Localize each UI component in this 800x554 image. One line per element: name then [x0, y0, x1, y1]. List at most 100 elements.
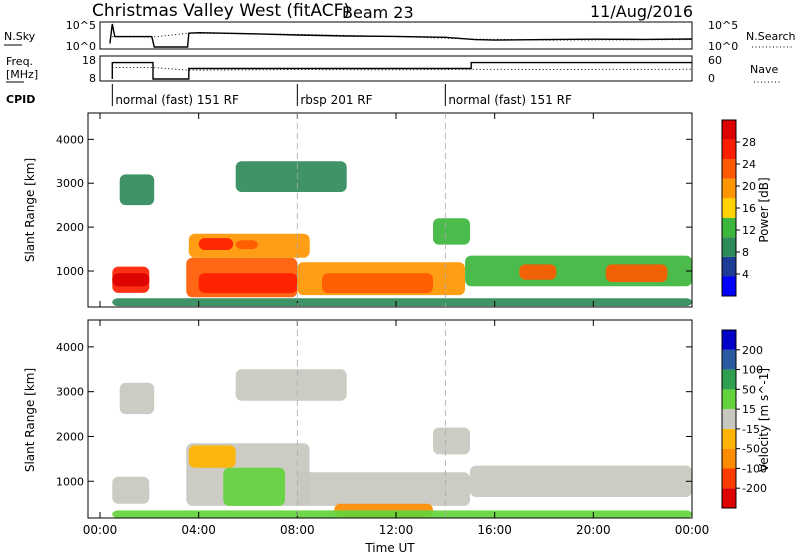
velocity-panel-ytick-label: 1000 [56, 475, 84, 488]
velocity-panel-ytick-label: 3000 [56, 386, 84, 399]
velocity-colorbar-swatch [722, 488, 736, 508]
power-colorbar-swatch [722, 237, 736, 257]
noise-panel: N.Sky 10^5 10^0 10^5 10^0 N.Search [4, 19, 796, 53]
velocity-panel-xtick-label: 08:00 [280, 523, 315, 537]
nave-tick-top: 60 [708, 54, 722, 67]
nave-label: Nave [750, 63, 778, 76]
power-panel-echo-region [519, 264, 557, 280]
date-title: 11/Aug/2016 [590, 2, 693, 21]
cpid-segment-label: normal (fast) 151 RF [115, 93, 239, 107]
velocity-panel-xtick-label: 12:00 [379, 523, 414, 537]
power-panel-ytick-label: 3000 [56, 177, 84, 190]
velocity-colorbar-swatch [722, 369, 736, 390]
velocity-panel-echo-region [297, 472, 470, 506]
beam-title: Beam 23 [342, 3, 414, 22]
power-panel-ytick-label: 4000 [56, 133, 84, 146]
freq-label-line1: Freq. [6, 55, 33, 68]
power-panel-ytick-label: 2000 [56, 221, 84, 234]
velocity-panel-echo-region [433, 427, 470, 455]
cpid-segment-label: normal (fast) 151 RF [448, 93, 572, 107]
velocity-panel-echo-region [119, 382, 155, 415]
freq-nave-panel: Freq. [MHz] 18 8 60 0 Nave [6, 54, 782, 85]
power-panel-frame [87, 112, 693, 308]
velocity-colorbar-swatch [722, 349, 736, 370]
nave-tick-bottom: 0 [708, 72, 715, 85]
power-colorbar-swatch [722, 120, 736, 140]
power-panel-echo-region [119, 174, 155, 206]
power-colorbar-swatch [722, 178, 736, 199]
power-colorbar-swatch [722, 159, 736, 179]
velocity-xlabel: Time UT [364, 541, 415, 554]
power-colorbar-swatch [722, 139, 736, 160]
station-title: Christmas Valley West (fitACF) [92, 1, 350, 21]
power-panel-echo-region [322, 273, 433, 293]
power-panel-echo-region [198, 273, 298, 293]
velocity-panel-echo-region [470, 465, 692, 497]
power-panel-echo-region [112, 273, 150, 287]
noise-left-tick-top: 10^5 [66, 19, 96, 32]
power-colorbar-swatch [722, 276, 736, 296]
freq-tick-top: 18 [82, 54, 96, 67]
velocity-colorbar-tick-label: -50 [742, 443, 760, 456]
velocity-colorbar-swatch [722, 468, 736, 489]
power-panel-ytick-label: 1000 [56, 265, 84, 278]
power-colorbar-tick-label: 8 [742, 246, 749, 259]
power-ylabel: Slant Range [km] [23, 158, 37, 262]
velocity-colorbar-swatch [722, 389, 736, 410]
velocity-panel-echo-region [235, 369, 347, 401]
velocity-panel-ytick-label: 4000 [56, 341, 84, 354]
cpid-segment-label: rbsp 201 RF [300, 93, 372, 107]
velocity-colorbar-tick-label: 15 [742, 403, 756, 416]
velocity-panel-xtick-label: 04:00 [181, 523, 216, 537]
velocity-colorbar-tick-label: -200 [742, 482, 767, 495]
power-panel-echo-region [198, 238, 234, 250]
power-panel-echo-region [112, 298, 693, 307]
velocity-panel-xtick-label: 00:00 [675, 523, 710, 537]
velocity-colorbar-label: Velocity [m s^-1] [757, 368, 771, 472]
power-colorbar-tick-label: 20 [742, 180, 756, 193]
velocity-panel-echo-region [112, 476, 150, 504]
velocity-colorbar-tick-label: 200 [742, 344, 763, 357]
velocity-panel-ytick-label: 2000 [56, 430, 84, 443]
noise-panel-series-n-sky [109, 23, 693, 48]
power-colorbar-tick-label: 12 [742, 224, 756, 237]
velocity-colorbar-swatch [722, 330, 736, 350]
noise-left-label: N.Sky [4, 30, 36, 43]
velocity-panel-xtick-label: 20:00 [576, 523, 611, 537]
freq-tick-bottom: 8 [89, 72, 96, 85]
velocity-panel-echo-region [112, 510, 693, 518]
power-panel-echo-region [235, 240, 258, 250]
velocity-panel-xtick-label: 16:00 [477, 523, 512, 537]
noise-panel-series-n-search [112, 32, 693, 41]
velocity-colorbar-swatch [722, 409, 736, 429]
power-panel: 1000 2000 3000 4000 Slant Range [km] 4 8 12 16… [23, 112, 771, 308]
velocity-colorbar-tick-label: 100 [742, 364, 763, 377]
power-colorbar-tick-label: 16 [742, 202, 756, 215]
noise-right-tick-top: 10^5 [708, 19, 738, 32]
velocity-colorbar-tick-label: -15 [742, 423, 760, 436]
velocity-colorbar-tick-label: -100 [742, 462, 767, 475]
velocity-panel-echo-region [188, 445, 236, 468]
velocity-colorbar-tick-label: 50 [742, 383, 756, 396]
velocity-colorbar-frame [721, 329, 737, 509]
velocity-panel: 1000 2000 3000 4000 00:00 04:00 08:00 12:00 16:0… [23, 319, 771, 554]
noise-right-tick-bottom: 10^0 [708, 40, 738, 53]
power-panel-echo-region [605, 264, 668, 282]
cpid-label: CPID [6, 93, 35, 106]
freq-label-line2: [MHz] [6, 68, 38, 81]
power-panel-echo-region [433, 218, 470, 245]
cpid-row: CPID normal (fast) 151 RF rbsp 201 RF norm… [6, 84, 572, 107]
velocity-colorbar-swatch [722, 448, 736, 469]
velocity-colorbar-swatch [722, 428, 736, 449]
power-colorbar-label: Power [dB] [757, 177, 771, 242]
velocity-panel-xtick-label: 00:00 [83, 523, 118, 537]
power-colorbar-tick-label: 4 [742, 268, 749, 281]
freq-panel-frame [99, 55, 693, 82]
noise-left-tick-bottom: 10^0 [66, 40, 96, 53]
power-colorbar-tick-label: 28 [742, 136, 756, 149]
velocity-panel-echo-region [223, 467, 285, 506]
power-panel-echo-region [235, 161, 347, 192]
velocity-panel-frame [87, 319, 693, 519]
freq-nave-panel-series-freq [111, 61, 692, 80]
power-colorbar-tick-label: 24 [742, 158, 756, 171]
